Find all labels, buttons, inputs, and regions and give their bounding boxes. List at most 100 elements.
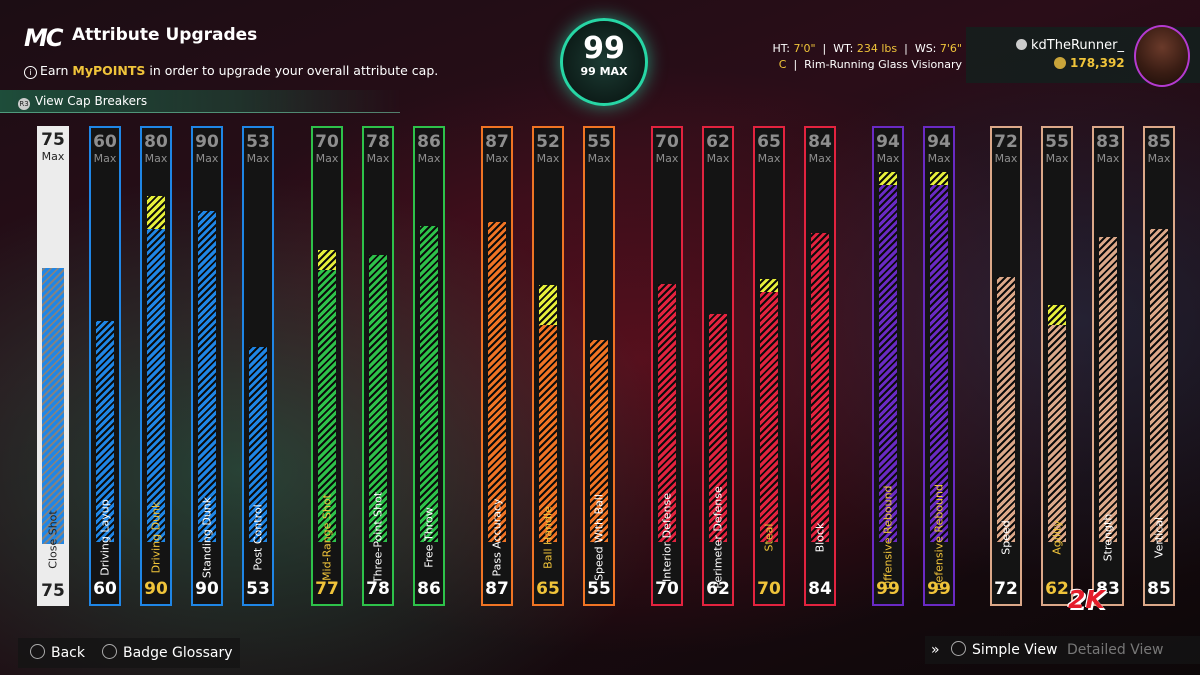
overall-rating-badge: 99 99 MAX (560, 18, 648, 106)
attribute-name: Driving Layup (98, 499, 112, 576)
attribute-max-label: Max (315, 152, 339, 165)
attribute-bar-pass-accuracy[interactable]: 87 Max Pass Accuracy 87 (481, 126, 513, 606)
attribute-max-value: 83 (1096, 132, 1120, 152)
square-button-icon (102, 644, 117, 659)
attribute-bar-speed[interactable]: 72 Max Speed 72 (990, 126, 1022, 606)
profile-panel: kdTheRunner_ 178,392 (966, 25, 1200, 87)
attribute-current-value: 60 (93, 579, 117, 599)
attribute-max-value: 78 (366, 132, 390, 152)
badge-glossary-button[interactable]: Badge Glossary (102, 638, 233, 668)
attribute-fill (879, 185, 897, 542)
attribute-fill (198, 211, 216, 542)
attribute-fill (930, 185, 948, 542)
attribute-max-label: Max (1096, 152, 1120, 165)
attribute-bar-driving-layup[interactable]: 60 Max Driving Layup 60 (89, 126, 121, 606)
attribute-max-value: 94 (876, 132, 900, 152)
chevrons-icon: » (931, 642, 940, 658)
attribute-bar-driving-dunk[interactable]: 80 Max Driving Dunk 90 (140, 126, 172, 606)
attribute-max-value: 55 (587, 132, 611, 152)
attribute-bar-vertical[interactable]: 85 Max Vertical 85 (1143, 126, 1175, 606)
attribute-max-value: 94 (927, 132, 951, 152)
attribute-max-label: Max (417, 152, 441, 165)
attribute-current-value: 99 (927, 579, 951, 599)
attribute-current-value: 87 (485, 579, 509, 599)
playstation-icon (1016, 39, 1027, 50)
attribute-fill (318, 270, 336, 542)
attribute-boost-fill (147, 196, 165, 229)
attribute-name: Block (813, 522, 827, 553)
attribute-bar-block[interactable]: 84 Max Block 84 (804, 126, 836, 606)
attribute-current-value: 72 (994, 579, 1018, 599)
attribute-boost-fill (539, 285, 557, 325)
attribute-bar-close-shot[interactable]: 75 Max Close Shot 75 (37, 126, 69, 606)
attribute-bar-strength[interactable]: 83 Max Strength 83 (1092, 126, 1124, 606)
attribute-name: Steal (762, 523, 776, 552)
attribute-current-value: 70 (655, 579, 679, 599)
attribute-max-label: Max (366, 152, 390, 165)
view-cap-breakers-button[interactable]: R3 View Cap Breakers (0, 90, 400, 113)
position-value: C (778, 58, 787, 71)
attribute-fill (1099, 237, 1117, 542)
simple-view-tab[interactable]: Simple View (951, 636, 1057, 664)
attribute-fill (997, 277, 1015, 542)
attribute-bar-speed-with-ball[interactable]: 55 Max Speed With Ball 55 (583, 126, 615, 606)
wingspan-label: WS: (914, 42, 937, 55)
attribute-fill (760, 292, 778, 542)
attribute-current-value: 53 (246, 579, 270, 599)
avatar (1134, 25, 1190, 87)
attribute-max-label: Max (195, 152, 219, 165)
attribute-max-value: 87 (485, 132, 509, 152)
attribute-bar-offensive-rebound[interactable]: 94 Max Offensive Rebound 99 (872, 126, 904, 606)
attribute-max-label: Max (93, 152, 117, 165)
attribute-bar-perimeter-defense[interactable]: 62 Max Perimeter Defense 62 (702, 126, 734, 606)
attribute-max-label: Max (587, 152, 611, 165)
mypoints-highlight: MyPOINTS (72, 63, 146, 78)
attribute-bar-three-point-shot[interactable]: 78 Max Three-Point Shot 78 (362, 126, 394, 606)
2k-logo: 2K (1068, 585, 1105, 614)
attribute-name: Driving Dunk (149, 501, 163, 574)
attribute-max-label: Max (1147, 152, 1171, 165)
attribute-max-value: 72 (994, 132, 1018, 152)
attribute-bar-interior-defense[interactable]: 70 Max Interior Defense 70 (651, 126, 683, 606)
attribute-fill (709, 314, 727, 542)
attribute-bar-free-throw[interactable]: 86 Max Free Throw 86 (413, 126, 445, 606)
height-label: HT: (772, 42, 790, 55)
attribute-fill (539, 325, 557, 542)
simple-view-label: Simple View (972, 642, 1058, 658)
attribute-current-value: 75 (41, 581, 65, 601)
attribute-fill (658, 284, 676, 542)
detailed-view-tab[interactable]: Detailed View (1067, 636, 1163, 664)
attribute-current-value: 62 (1045, 579, 1069, 599)
attribute-bar-steal[interactable]: 65 Max Steal 70 (753, 126, 785, 606)
attribute-max-label: Max (876, 152, 900, 165)
attribute-max-value: 55 (1045, 132, 1069, 152)
height-value: 7'0" (793, 42, 816, 55)
attribute-name: Speed With Ball (592, 494, 606, 581)
back-button[interactable]: Back (30, 638, 85, 668)
attribute-current-value: 85 (1147, 579, 1171, 599)
attribute-name: Vertical (1152, 516, 1166, 559)
attribute-name: Defensive Rebound (932, 484, 946, 591)
attribute-max-value: 70 (315, 132, 339, 152)
attribute-max-value: 70 (655, 132, 679, 152)
attribute-bar-ball-handle[interactable]: 52 Max Ball Handle 65 (532, 126, 564, 606)
attribute-fill (1150, 229, 1168, 542)
back-label: Back (51, 645, 85, 661)
mc-logo: MC (24, 24, 63, 52)
attribute-fill (42, 268, 64, 544)
attribute-bar-mid-range-shot[interactable]: 70 Max Mid-Range Shot 77 (311, 126, 343, 606)
attribute-name: Pass Accuracy (490, 498, 504, 577)
attribute-current-value: 90 (195, 579, 219, 599)
attribute-max-label: Max (485, 152, 509, 165)
attribute-current-value: 99 (876, 579, 900, 599)
weight-value: 234 lbs (856, 42, 898, 55)
attribute-bar-agility[interactable]: 55 Max Agility 62 (1041, 126, 1073, 606)
attribute-bar-standing-dunk[interactable]: 90 Max Standing Dunk 90 (191, 126, 223, 606)
attribute-current-value: 84 (808, 579, 832, 599)
attribute-max-value: 52 (536, 132, 560, 152)
attribute-current-value: 55 (587, 579, 611, 599)
attribute-fill (147, 229, 165, 542)
triangle-button-icon (951, 641, 966, 656)
attribute-bar-post-control[interactable]: 53 Max Post Control 53 (242, 126, 274, 606)
attribute-bar-defensive-rebound[interactable]: 94 Max Defensive Rebound 99 (923, 126, 955, 606)
